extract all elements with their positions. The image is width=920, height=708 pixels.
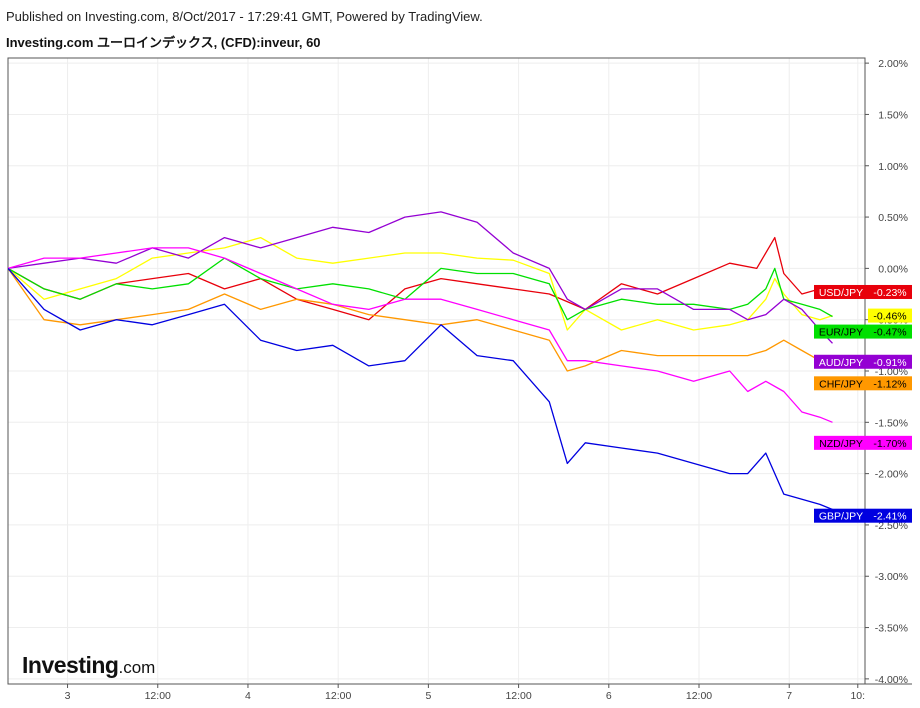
x-tick-label: 12:00	[145, 690, 171, 702]
series-value-tag-nzd-jpy	[868, 435, 912, 450]
series-name-tag-gbp-jpy	[814, 508, 868, 523]
x-tick-label: 6	[606, 690, 612, 702]
series-name-label: EUR/JPY	[819, 327, 863, 339]
logo-main-text: Investing	[22, 652, 119, 678]
series-name-tag-usd-jpy	[814, 284, 868, 299]
series-line-aud-jpy	[7, 211, 833, 344]
series-line-chf-jpy	[7, 268, 833, 372]
x-tick-label: 12:00	[325, 690, 351, 702]
series-value-label: -0.47%	[873, 327, 906, 339]
x-tick-label: 3	[65, 690, 71, 702]
y-tick-label: -2.00%	[875, 469, 908, 481]
y-tick-label: -1.00%	[875, 366, 908, 378]
series-name-tag-aud-jpy	[814, 354, 868, 369]
series-value-label: -1.70%	[873, 438, 906, 450]
x-tick-label: 12:00	[686, 690, 712, 702]
series-name-tag-nzd-jpy	[814, 435, 868, 450]
series-name-label: CHF/JPY	[819, 378, 863, 390]
series-value-tag-eur-jpy	[868, 324, 912, 339]
series-line-nzd-jpy	[7, 247, 833, 423]
y-tick-label: -1.50%	[875, 417, 908, 429]
series-name-label: USD/JPY	[819, 287, 863, 299]
series-lines	[7, 211, 833, 511]
x-tick-label: 10:	[850, 690, 865, 702]
series-value-label: -0.46%	[873, 311, 906, 323]
grid-lines	[8, 58, 865, 684]
publish-info: Published on Investing.com, 8/Oct/2017 -…	[6, 9, 483, 24]
series-value-tag-chf-jpy	[868, 376, 912, 391]
y-tick-label: 1.00%	[878, 161, 908, 173]
series-name-label: GBP/JPY	[819, 511, 863, 523]
series-value-label: -0.23%	[873, 287, 906, 299]
y-tick-label: 0.00%	[878, 263, 908, 275]
series-value-tag-aud-jpy	[868, 354, 912, 369]
series-line-usd-jpy	[7, 236, 833, 321]
logo-suffix-text: .com	[118, 658, 156, 677]
y-tick-label: -2.50%	[875, 520, 908, 532]
y-tick-label: -3.00%	[875, 571, 908, 583]
x-tick-label: 5	[425, 690, 431, 702]
x-tick-label: 7	[786, 690, 792, 702]
series-name-label: NZD/JPY	[819, 438, 863, 450]
series-value-tag-gbp-jpy	[868, 508, 912, 523]
series-line-gbp-jpy	[7, 267, 833, 511]
series-name-label: AUD/JPY	[819, 357, 863, 369]
series-value-label: -2.41%	[873, 511, 906, 523]
series-name-tag-eur-jpy	[814, 324, 868, 339]
y-tick-label: -4.00%	[875, 674, 908, 686]
y-tick-label: 0.50%	[878, 212, 908, 224]
y-tick-label: -3.50%	[875, 623, 908, 635]
series-value-tags: USD/JPY -0.23%-0.46%EUR/JPY -0.47%AUD/JPY -…	[814, 284, 912, 523]
investing-logo: Investing.com	[22, 652, 155, 679]
series-value-tag-usd-jpy	[868, 284, 912, 299]
y-tick-label: 2.00%	[878, 58, 908, 70]
series-value-tag-0-46	[868, 308, 912, 323]
x-axis: 3 12:00 4 12:00 5 12:00 6 12:00 7 10:	[65, 684, 865, 702]
y-axis: 2.00%1.50%1.00%0.50%0.00%-0.50%-1.00%-1.…	[865, 58, 908, 686]
series-value-label: -0.91%	[873, 357, 906, 369]
y-tick-label: 1.50%	[878, 109, 908, 121]
series-name-tag-chf-jpy	[814, 376, 868, 391]
chart-title: Investing.com ユーロインデックス, (CFD):inveur, 6…	[6, 35, 321, 50]
series-line-eur-jpy	[7, 257, 833, 321]
series-value-label: -1.12%	[873, 378, 906, 390]
x-tick-label: 4	[245, 690, 251, 702]
x-tick-label: 12:00	[505, 690, 531, 702]
